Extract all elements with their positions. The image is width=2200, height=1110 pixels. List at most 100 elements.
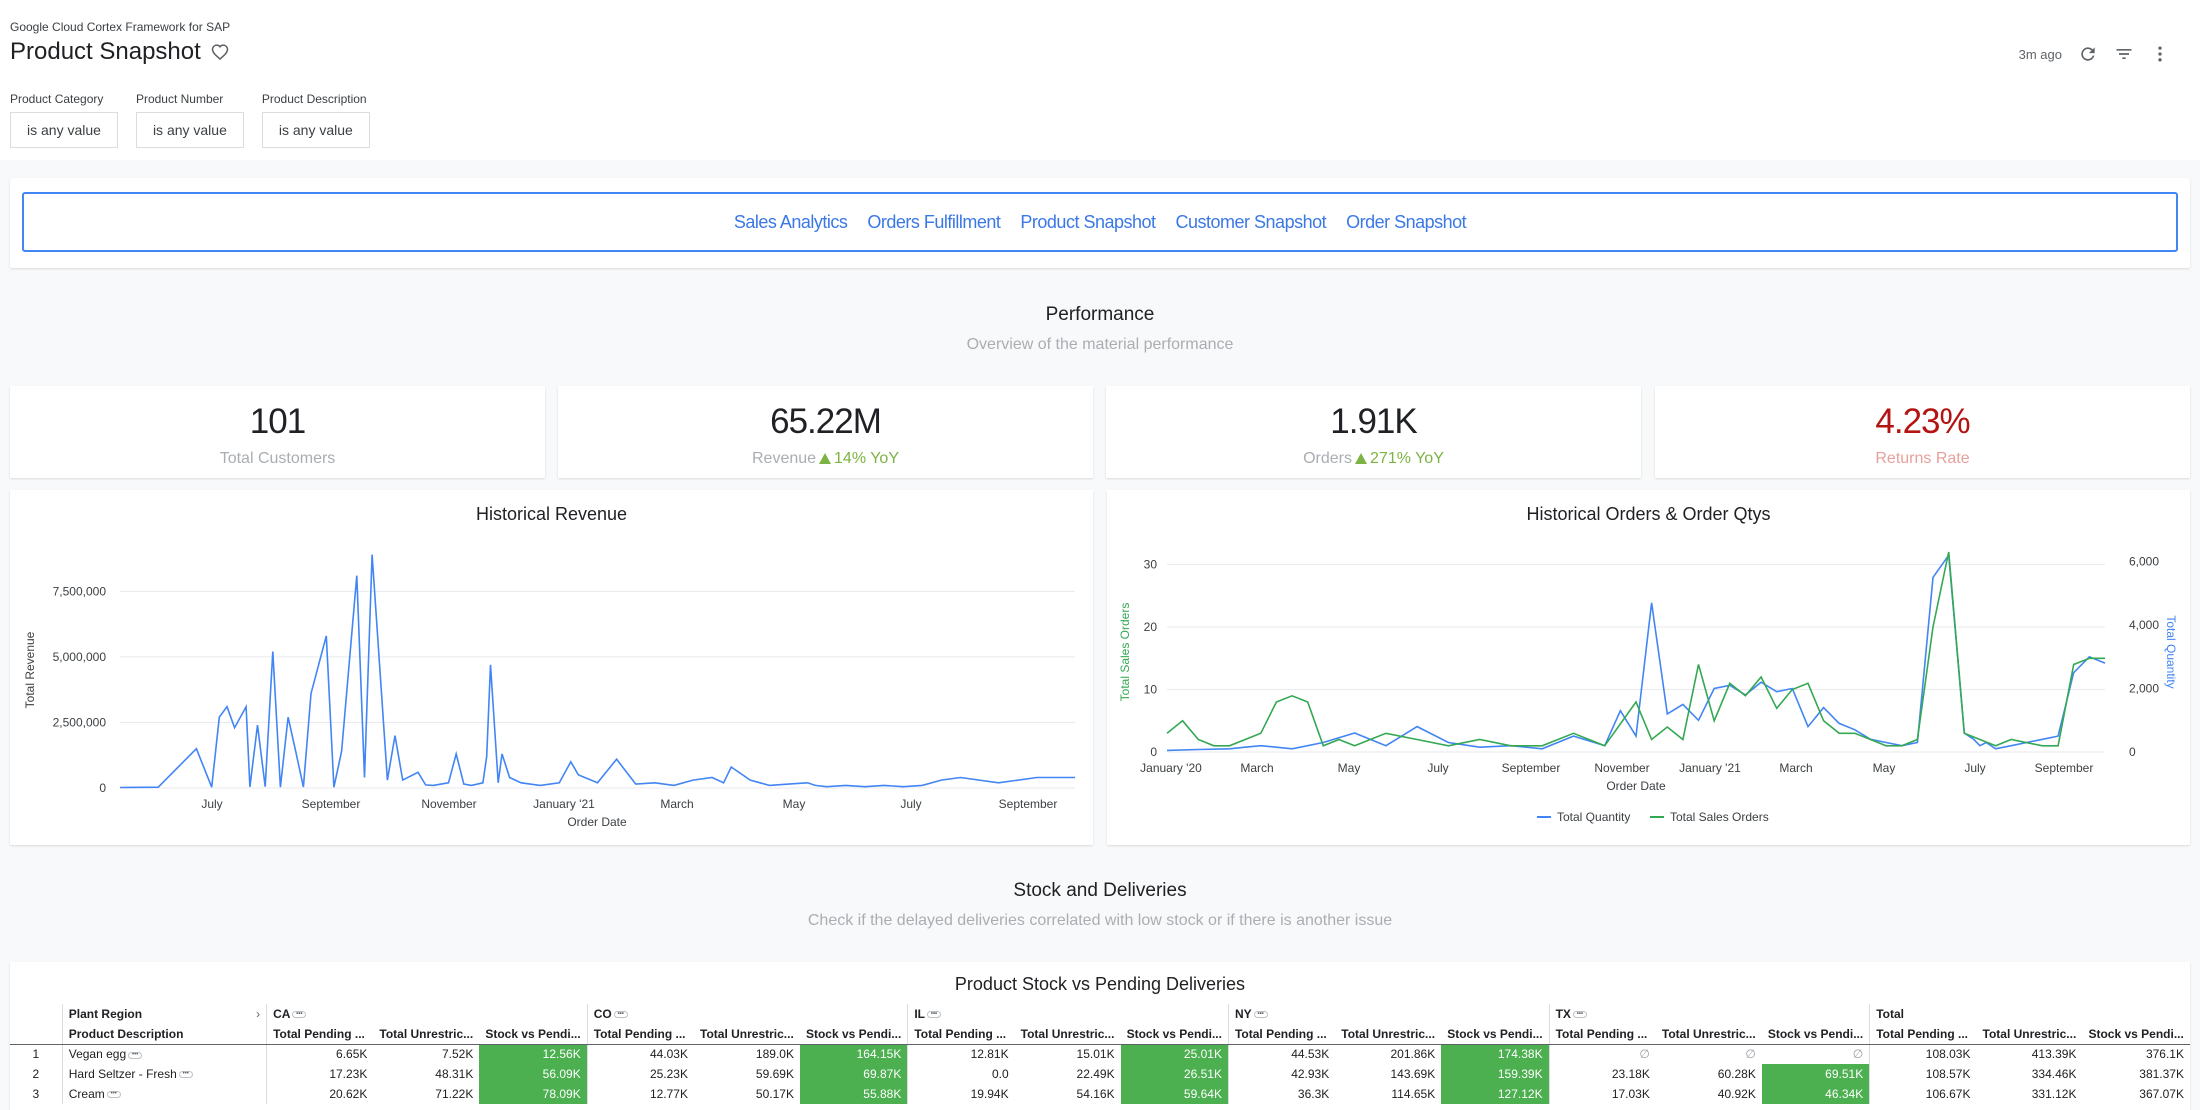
measure-header[interactable]: Stock vs Pendi... xyxy=(1120,1024,1229,1045)
measure-header[interactable]: Total Pending ... xyxy=(266,1024,374,1045)
measure-header[interactable]: Total Pending ... xyxy=(1548,1024,1656,1045)
kpi-label: Returns Rate xyxy=(1875,450,1970,467)
nav-link-customer-snapshot[interactable]: Customer Snapshot xyxy=(1175,211,1327,232)
table-cell: 17.23K xyxy=(266,1064,374,1084)
nav-link-sales-analytics[interactable]: Sales Analytics xyxy=(733,211,848,232)
product-description-cell[interactable]: Cream ••• xyxy=(61,1084,267,1104)
more-horiz-icon[interactable]: ••• xyxy=(106,1091,121,1099)
measure-header[interactable]: Stock vs Pendi... xyxy=(1441,1024,1550,1045)
kpi-value: 4.23% xyxy=(1875,402,1970,441)
measure-header[interactable]: Stock vs Pendi... xyxy=(2082,1024,2190,1045)
measure-header[interactable]: Total Unrestric... xyxy=(1976,1024,2083,1045)
x-tick-label: May xyxy=(783,797,806,811)
table-cell: 36.3K xyxy=(1227,1084,1336,1104)
filter-icon[interactable] xyxy=(2114,44,2134,64)
row-number: 2 xyxy=(32,1067,40,1081)
performance-subtitle: Overview of the material performance xyxy=(966,336,1234,353)
measure-header[interactable]: Total Pending ... xyxy=(1227,1024,1336,1045)
filter-product-number-button[interactable]: is any value xyxy=(135,112,244,148)
table-cell: 381.37K xyxy=(2139,1067,2184,1081)
more-horiz-icon[interactable]: ••• xyxy=(128,1051,143,1059)
more-horiz-icon[interactable]: ••• xyxy=(927,1011,942,1019)
nav-link-orders-fulfillment[interactable]: Orders Fulfillment xyxy=(867,211,1001,232)
kpi-label: Total Customers xyxy=(219,450,336,467)
table-row[interactable]: 1 Vegan egg ••• 6.65K 7.52K 12.56K 44.03K 189.0… xyxy=(10,1044,2190,1064)
y-tick-label: 5,000,000 xyxy=(53,650,107,664)
stock-pending-table-card: Product Stock vs Pending Deliveries Plan… xyxy=(10,962,2190,1110)
product-description-cell[interactable]: Vegan egg ••• xyxy=(61,1044,267,1064)
region-header[interactable]: CO ••• xyxy=(586,1004,908,1024)
nav-link-product-snapshot[interactable]: Product Snapshot xyxy=(1020,211,1156,232)
kpi-orders[interactable]: 1.91K Orders 271% YoY xyxy=(1106,386,1641,478)
table-cell: 22.49K xyxy=(1076,1067,1115,1081)
y-right-tick-label: 6,000 xyxy=(2129,555,2159,569)
x-tick-label: November xyxy=(421,797,476,811)
more-horiz-icon[interactable]: ••• xyxy=(292,1011,307,1019)
measure-header[interactable]: Total Pending ... xyxy=(1869,1024,1977,1045)
table-cell: 12.81K xyxy=(907,1044,1015,1064)
region-label: CA xyxy=(273,1007,291,1021)
measure-header[interactable]: Total Pending ... xyxy=(907,1024,1015,1045)
table-cell: ∅ xyxy=(1852,1047,1864,1062)
historical-revenue-card[interactable]: Historical Revenue 0 2,500,000 5,000,000 7,… xyxy=(10,490,1093,845)
series-line xyxy=(1166,552,2106,752)
table-cell: 44.03K xyxy=(586,1044,694,1064)
table-cell: 44.53K xyxy=(1227,1044,1336,1064)
filter-product-category-button[interactable]: is any value xyxy=(10,112,118,148)
region-label: CO xyxy=(593,1007,612,1021)
more-horiz-icon[interactable]: ••• xyxy=(178,1071,193,1079)
table-row[interactable]: 2 Hard Seltzer - Fresh ••• 17.23K 48.31K 56.0… xyxy=(10,1064,2190,1084)
row-label-header[interactable]: Product Description xyxy=(61,1024,267,1045)
table-cell: 42.93K xyxy=(1227,1064,1336,1084)
measure-header[interactable]: Total Unrestric... xyxy=(1655,1024,1762,1045)
kpi-revenue[interactable]: 65.22M Revenue 14% YoY xyxy=(558,386,1093,478)
table-cell: 46.34K xyxy=(1761,1084,1870,1104)
chart-title: Historical Revenue xyxy=(475,504,628,524)
heart-outline-icon[interactable] xyxy=(210,42,230,62)
more-horiz-icon[interactable]: ••• xyxy=(613,1011,628,1019)
region-header[interactable]: NY ••• xyxy=(1227,1004,1550,1024)
measure-header[interactable]: Total Unrestric... xyxy=(373,1024,480,1045)
measure-header[interactable]: Stock vs Pendi... xyxy=(479,1024,588,1045)
x-tick-label: March xyxy=(1779,761,1812,775)
table-cell: 19.94K xyxy=(907,1084,1015,1104)
measure-header[interactable]: Total Unrestric... xyxy=(1014,1024,1121,1045)
kpi-change-suffix: YoY xyxy=(870,450,899,467)
more-horiz-icon[interactable]: ••• xyxy=(1572,1011,1587,1019)
region-header[interactable]: Total xyxy=(1869,1004,2190,1024)
more-vert-icon[interactable] xyxy=(2150,44,2170,64)
measure-header[interactable]: Total Unrestric... xyxy=(694,1024,800,1045)
kpi-change: 14% xyxy=(834,450,867,467)
stock-pending-table[interactable]: Plant Region › CA ••• CO ••• IL ••• NY ••• TX ••• To… xyxy=(10,1004,2190,1104)
measure-header[interactable]: Total Pending ... xyxy=(586,1024,694,1045)
measure-header[interactable]: Stock vs Pendi... xyxy=(799,1024,908,1045)
kpi-returns-rate[interactable]: 4.23% Returns Rate xyxy=(1655,386,2190,478)
table-cell: ∅ xyxy=(1548,1044,1656,1064)
table-cell: 12.56K xyxy=(479,1044,588,1064)
measure-header[interactable]: Stock vs Pendi... xyxy=(1761,1024,1870,1045)
filter-label: Product Category xyxy=(10,92,104,106)
table-cell: 15.01K xyxy=(1076,1047,1115,1062)
x-tick-label: May xyxy=(1873,761,1896,775)
table-subheader-row: Product Description Total Pending ... Tota… xyxy=(10,1024,2190,1045)
refresh-icon[interactable] xyxy=(2078,44,2098,64)
filter-product-description-button[interactable]: is any value xyxy=(261,112,370,148)
region-header[interactable]: TX ••• xyxy=(1548,1004,1870,1024)
chevron-right-icon[interactable]: › xyxy=(256,1007,261,1021)
region-header[interactable]: CA ••• xyxy=(266,1004,588,1024)
historical-orders-chart[interactable]: 0 10 20 30 0 2,000 4,000 6,000 January '20 March M… xyxy=(1107,490,2190,845)
table-row[interactable]: 3 Cream ••• 20.62K 71.22K 78.09K 12.77K 50.17K 5… xyxy=(10,1084,2190,1104)
nav-link-order-snapshot[interactable]: Order Snapshot xyxy=(1346,211,1467,232)
region-header[interactable]: IL ••• xyxy=(907,1004,1229,1024)
historical-orders-card[interactable]: Historical Orders & Order Qtys 0 10 20 30 0 2… xyxy=(1107,490,2190,845)
x-tick-label: July xyxy=(1427,761,1448,775)
table-cell: 367.07K xyxy=(2139,1087,2184,1101)
measure-header[interactable]: Total Unrestric... xyxy=(1335,1024,1442,1045)
table-cell: 48.31K xyxy=(435,1067,474,1081)
more-horiz-icon[interactable]: ••• xyxy=(1253,1011,1268,1019)
historical-revenue-chart[interactable]: 0 2,500,000 5,000,000 7,500,000 July Septembe… xyxy=(10,490,1093,845)
kpi-total-customers[interactable]: 101 Total Customers xyxy=(10,386,545,478)
product-description-cell[interactable]: Hard Seltzer - Fresh ••• xyxy=(61,1064,267,1084)
table-cell: 6.65K xyxy=(266,1044,374,1064)
pivot-label-header[interactable]: Plant Region › xyxy=(61,1004,267,1024)
